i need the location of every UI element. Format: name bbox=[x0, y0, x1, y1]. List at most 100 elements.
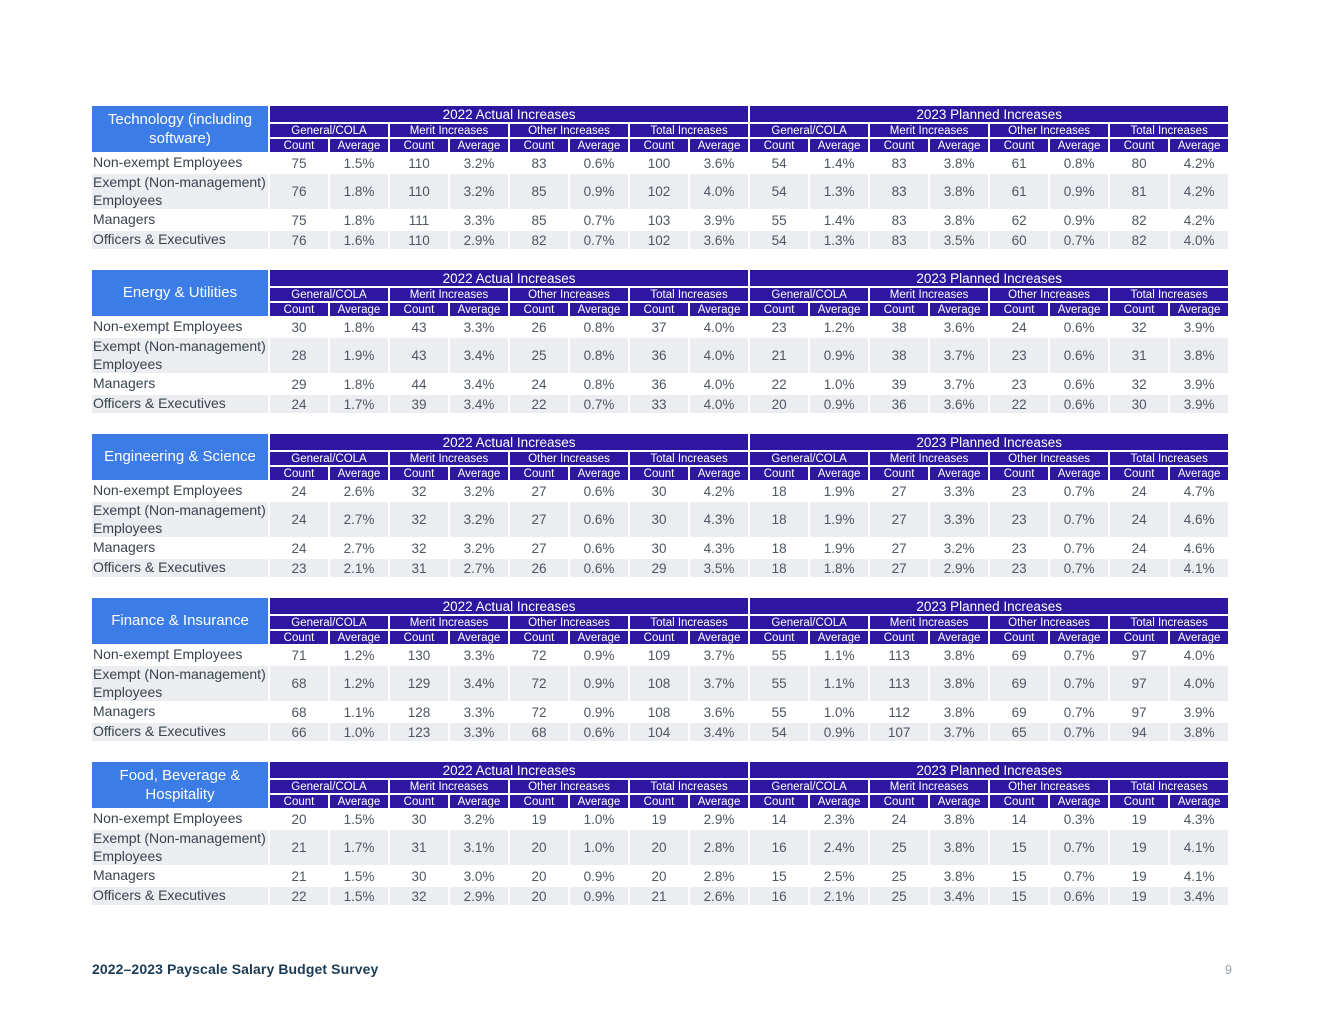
data-cell: 0.6% bbox=[570, 559, 628, 577]
data-cell: 83 bbox=[510, 154, 568, 172]
data-cell: 55 bbox=[750, 646, 809, 664]
data-cell: 32 bbox=[1110, 318, 1169, 336]
data-cell: 0.7% bbox=[1050, 646, 1109, 664]
measure-header: Average bbox=[690, 139, 749, 152]
data-cell: 3.2% bbox=[450, 502, 508, 537]
measure-header: Count bbox=[1110, 303, 1169, 316]
table-row: Exempt (Non-management) Employees 28 1.9% 4… bbox=[92, 338, 1229, 373]
data-cell: 19 bbox=[630, 810, 688, 828]
data-cell: 3.7% bbox=[930, 375, 989, 393]
measure-header: Count bbox=[630, 139, 688, 152]
measure-header: Average bbox=[690, 467, 749, 480]
data-cell: 3.9% bbox=[1170, 318, 1229, 336]
data-cell: 94 bbox=[1110, 723, 1169, 741]
row-label: Officers & Executives bbox=[92, 395, 268, 413]
data-cell: 24 bbox=[1110, 559, 1169, 577]
data-cell: 1.8% bbox=[330, 211, 388, 229]
row-label: Non-exempt Employees bbox=[92, 154, 268, 172]
row-label: Managers bbox=[92, 211, 268, 229]
data-cell: 3.4% bbox=[450, 338, 508, 373]
data-cell: 28 bbox=[270, 338, 328, 373]
data-cell: 31 bbox=[1110, 338, 1169, 373]
data-cell: 19 bbox=[1110, 887, 1169, 905]
data-cell: 21 bbox=[270, 867, 328, 885]
subgroup-header: Other Increases bbox=[990, 616, 1109, 629]
data-cell: 0.9% bbox=[810, 338, 869, 373]
data-cell: 44 bbox=[390, 375, 448, 393]
subgroup-header: Merit Increases bbox=[870, 452, 989, 465]
data-cell: 2.6% bbox=[330, 482, 388, 500]
subgroup-header: General/COLA bbox=[270, 288, 388, 301]
data-cell: 27 bbox=[510, 482, 568, 500]
data-cell: 3.5% bbox=[930, 231, 989, 249]
table-row: Exempt (Non-management) Employees 68 1.2% 1… bbox=[92, 666, 1229, 701]
data-cell: 25 bbox=[870, 887, 929, 905]
data-cell: 54 bbox=[750, 231, 809, 249]
data-cell: 23 bbox=[990, 338, 1049, 373]
data-cell: 27 bbox=[510, 539, 568, 557]
data-cell: 24 bbox=[990, 318, 1049, 336]
measure-header: Average bbox=[450, 467, 508, 480]
data-cell: 33 bbox=[630, 395, 688, 413]
data-cell: 76 bbox=[270, 174, 328, 209]
data-cell: 3.3% bbox=[450, 703, 508, 721]
measure-header: Average bbox=[1050, 795, 1109, 808]
data-cell: 39 bbox=[870, 375, 929, 393]
data-cell: 3.3% bbox=[450, 211, 508, 229]
subgroup-header: General/COLA bbox=[270, 124, 388, 137]
data-cell: 54 bbox=[750, 174, 809, 209]
data-cell: 4.2% bbox=[1170, 211, 1229, 229]
data-cell: 76 bbox=[270, 231, 328, 249]
data-cell: 4.0% bbox=[690, 318, 749, 336]
data-cell: 0.8% bbox=[1050, 154, 1109, 172]
data-cell: 61 bbox=[990, 154, 1049, 172]
subgroup-header: General/COLA bbox=[750, 452, 869, 465]
measure-header: Average bbox=[1170, 139, 1229, 152]
subgroup-header: Merit Increases bbox=[870, 616, 989, 629]
data-cell: 68 bbox=[270, 666, 328, 701]
data-cell: 0.7% bbox=[1050, 723, 1109, 741]
subgroup-header: General/COLA bbox=[270, 780, 388, 793]
measure-header: Count bbox=[270, 139, 328, 152]
data-cell: 128 bbox=[390, 703, 448, 721]
data-cell: 30 bbox=[630, 502, 688, 537]
data-cell: 1.2% bbox=[810, 318, 869, 336]
data-cell: 0.9% bbox=[570, 887, 628, 905]
measure-header: Average bbox=[1050, 631, 1109, 644]
subgroup-header: Other Increases bbox=[990, 124, 1109, 137]
data-cell: 3.8% bbox=[930, 830, 989, 865]
data-cell: 1.0% bbox=[810, 703, 869, 721]
data-cell: 4.0% bbox=[1170, 666, 1229, 701]
year-group-header-2022: 2022 Actual Increases bbox=[270, 106, 749, 122]
measure-header: Average bbox=[810, 303, 869, 316]
data-cell: 97 bbox=[1110, 646, 1169, 664]
measure-header: Average bbox=[690, 303, 749, 316]
data-cell: 1.8% bbox=[810, 559, 869, 577]
data-cell: 75 bbox=[270, 211, 328, 229]
row-label: Exempt (Non-management) Employees bbox=[92, 666, 268, 701]
data-cell: 72 bbox=[510, 666, 568, 701]
row-label: Officers & Executives bbox=[92, 559, 268, 577]
data-cell: 30 bbox=[630, 539, 688, 557]
industry-table: Technology (including software) 2022 Actu… bbox=[90, 104, 1230, 251]
page-footer: 2022–2023 Payscale Salary Budget Survey … bbox=[92, 961, 1232, 977]
subgroup-header: General/COLA bbox=[270, 616, 388, 629]
data-cell: 0.6% bbox=[570, 723, 628, 741]
data-cell: 3.8% bbox=[930, 810, 989, 828]
data-cell: 15 bbox=[750, 867, 809, 885]
data-cell: 23 bbox=[990, 502, 1049, 537]
row-label: Exempt (Non-management) Employees bbox=[92, 338, 268, 373]
data-cell: 54 bbox=[750, 154, 809, 172]
data-cell: 54 bbox=[750, 723, 809, 741]
data-cell: 82 bbox=[1110, 211, 1169, 229]
subgroup-header: Merit Increases bbox=[390, 124, 508, 137]
data-cell: 43 bbox=[390, 318, 448, 336]
data-cell: 18 bbox=[750, 482, 809, 500]
data-cell: 3.6% bbox=[690, 154, 749, 172]
data-cell: 18 bbox=[750, 539, 809, 557]
data-cell: 2.6% bbox=[690, 887, 749, 905]
year-group-header-2023: 2023 Planned Increases bbox=[750, 106, 1229, 122]
table-row: Officers & Executives 22 1.5% 32 2.9% 20 0.9% 2… bbox=[92, 887, 1229, 905]
year-group-header-2023: 2023 Planned Increases bbox=[750, 434, 1229, 450]
tables-container: Technology (including software) 2022 Actu… bbox=[90, 104, 1230, 924]
